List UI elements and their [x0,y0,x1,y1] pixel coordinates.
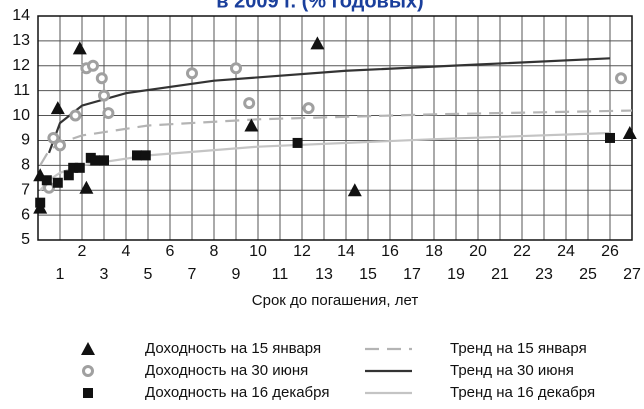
x-tick-label: 13 [315,266,333,283]
x-tick-label: 15 [359,266,377,283]
legend-label: Тренд на 15 января [450,340,587,357]
legend-item: Доходность на 30 июня [145,362,308,379]
x-tick-label: 23 [535,266,553,283]
x-tick-label: 7 [188,266,197,283]
data-point [52,177,63,188]
data-point [102,107,115,120]
data-point [302,102,315,115]
y-tick-label: 6 [21,206,30,223]
x-tick-label: 20 [469,243,487,260]
data-point [292,137,303,148]
data-point [310,36,325,50]
legend-item: Доходность на 16 декабря [145,384,329,401]
legend-label: Доходность на 30 июня [145,362,308,379]
y-tick-label: 13 [12,32,30,49]
data-point [605,132,615,143]
x-tick-label: 22 [513,243,531,260]
data-point [615,72,627,85]
trend-line [47,57,611,154]
y-tick-label: 11 [13,82,30,99]
data-point [87,59,99,72]
x-tick-label: 26 [601,243,619,260]
legend-item: Доходность на 15 января [145,340,321,357]
legend-label: Тренд на 30 июня [450,362,574,379]
x-tick-label: 24 [557,243,575,260]
data-point [72,41,87,55]
data-point [74,162,85,173]
data-point [622,125,637,139]
x-tick-label: 8 [210,243,219,260]
legend-marker [81,342,95,355]
x-tick-label: 5 [144,266,153,283]
y-tick-label: 14 [12,7,30,24]
data-point [47,131,60,144]
data-point [90,155,101,166]
data-point [347,183,362,197]
data-point [69,109,82,122]
chart-title: в 2009 г. (% годовых) [216,0,423,12]
data-point [41,175,52,186]
plot-frame [37,15,633,241]
legend-item: Тренд на 16 декабря [365,384,595,401]
x-tick-label: 2 [78,243,87,260]
x-tick-label: 12 [293,243,311,260]
data-point [54,139,66,152]
x-tick-label: 4 [122,243,131,260]
x-tick-label: 17 [403,266,421,283]
data-point [63,170,74,181]
data-point [186,67,198,80]
y-tick-label: 12 [12,57,30,74]
y-tick-label: 5 [21,231,30,248]
legend-item: Тренд на 15 января [365,340,587,357]
x-axis-label: Срок до погашения, лет [252,292,419,309]
data-point [95,72,108,85]
y-tick-label: 10 [12,107,30,124]
trend-line [39,109,633,166]
legend-label: Доходность на 15 января [145,340,321,357]
x-tick-label: 11 [272,266,289,283]
data-point [132,150,142,161]
legend-marker [82,365,94,377]
data-point [68,162,79,173]
legend-item: Тренд на 30 июня [365,362,574,379]
y-tick-label: 8 [21,157,30,174]
data-point [243,97,256,110]
x-tick-label: 16 [381,243,399,260]
data-point [244,118,259,132]
x-tick-label: 21 [491,266,509,283]
x-tick-label: 1 [56,266,65,283]
x-tick-label: 18 [425,243,443,260]
data-point [79,180,94,194]
data-point [35,197,46,208]
legend-label: Тренд на 16 декабря [450,384,595,401]
y-tick-label: 9 [21,132,30,149]
data-point [230,62,242,75]
y-tick-label: 7 [21,181,30,198]
data-point [99,155,109,166]
data-point [140,150,151,161]
x-tick-label: 3 [100,266,109,283]
x-tick-label: 6 [166,243,175,260]
x-tick-label: 14 [337,243,355,260]
plot-area [38,16,632,240]
legend-marker [83,388,93,398]
data-point [98,89,110,102]
x-tick-label: 19 [447,266,465,283]
x-tick-label: 10 [249,243,267,260]
x-tick-label: 25 [579,266,597,283]
x-tick-label: 27 [623,266,641,283]
data-point [50,101,65,115]
legend-label: Доходность на 16 декабря [145,384,329,401]
x-tick-label: 9 [232,266,241,283]
